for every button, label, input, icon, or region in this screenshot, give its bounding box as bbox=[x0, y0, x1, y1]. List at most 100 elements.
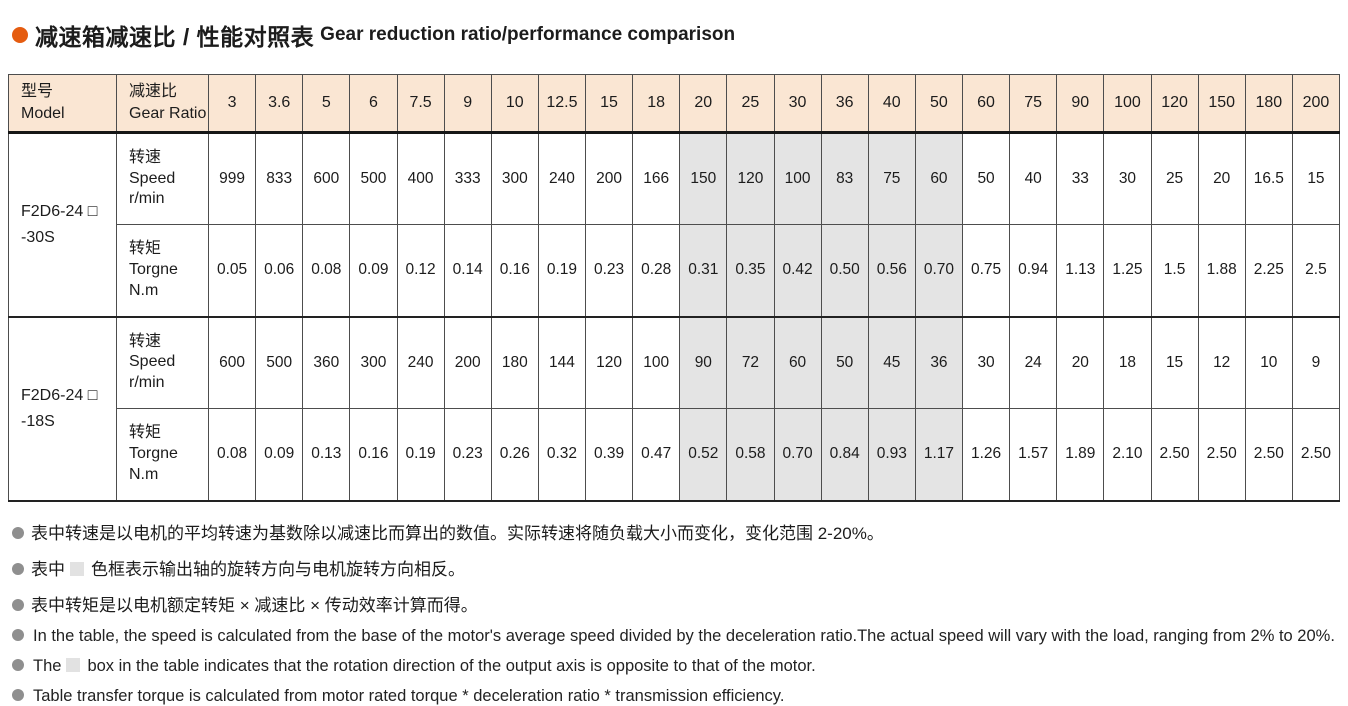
torque-cell: 0.14 bbox=[443, 224, 492, 317]
speed-cell: 333 bbox=[443, 132, 492, 225]
table-header-row: 型号 Model 减速比 Gear Ratio 3 3.6 5 6 7.5 9 10 12.5… bbox=[8, 74, 1341, 134]
speed-cell: 400 bbox=[396, 132, 445, 225]
ratio-header-180: 180 bbox=[1244, 74, 1293, 134]
speed-cell: 200 bbox=[584, 132, 634, 225]
torque-cell: 0.16 bbox=[349, 408, 398, 501]
speed-cell: 120 bbox=[726, 132, 775, 225]
speed-cell: 166 bbox=[632, 132, 681, 225]
ratio-header-en: Gear Ratio bbox=[129, 105, 207, 122]
speed-cell: 20 bbox=[1197, 132, 1246, 225]
model-name-line2: -30S bbox=[21, 228, 55, 246]
torque-label-zh: 转矩 bbox=[129, 240, 162, 258]
note-item: The box in the table indicates that the r… bbox=[12, 657, 1340, 676]
model-cell: F2D6-24 □ -30S bbox=[8, 132, 117, 317]
torque-cell: 0.47 bbox=[632, 408, 681, 501]
ratio-header-36: 36 bbox=[820, 74, 869, 134]
torque-cell: 2.25 bbox=[1244, 224, 1293, 317]
page-title: 减速箱减速比 / 性能对照表 Gear reduction ratio/perf… bbox=[12, 18, 1340, 52]
ratio-header-6: 6 bbox=[349, 74, 398, 134]
speed-cell: 30 bbox=[1103, 132, 1152, 225]
speed-label-en: Speed bbox=[129, 353, 176, 371]
ratio-header-60: 60 bbox=[961, 74, 1011, 134]
table-body: F2D6-24 □ -30S 转速 Speed r/min 999 833 600 500 400… bbox=[8, 132, 1341, 501]
ratio-header-120: 120 bbox=[1150, 74, 1199, 134]
torque-cell: 0.42 bbox=[773, 224, 822, 317]
speed-cell: 25 bbox=[1150, 132, 1199, 225]
torque-cell: 0.70 bbox=[773, 408, 822, 501]
torque-cell: 1.25 bbox=[1103, 224, 1152, 317]
torque-cell: 0.75 bbox=[961, 224, 1011, 317]
orange-bullet-icon bbox=[12, 27, 28, 43]
torque-cell: 0.32 bbox=[537, 408, 587, 501]
speed-cell: 144 bbox=[537, 315, 587, 409]
speed-cell: 120 bbox=[584, 315, 634, 409]
speed-cell: 300 bbox=[490, 132, 539, 225]
gear-ratio-performance-table: 型号 Model 减速比 Gear Ratio 3 3.6 5 6 7.5 9 10 12.5… bbox=[8, 74, 1341, 502]
note-bullet-icon bbox=[12, 526, 24, 539]
torque-label-en: Torgne bbox=[129, 444, 178, 462]
torque-cell: 2.50 bbox=[1244, 408, 1293, 501]
ratio-header-12.5: 12.5 bbox=[537, 74, 587, 134]
ratio-header-90: 90 bbox=[1056, 74, 1105, 134]
speed-cell: 18 bbox=[1103, 315, 1152, 409]
gear-ratio-column-header: 减速比 Gear Ratio bbox=[116, 74, 209, 134]
torque-cell: 0.19 bbox=[396, 408, 445, 501]
note-bullet-icon bbox=[12, 688, 24, 701]
speed-cell: 833 bbox=[255, 132, 304, 225]
speed-cell: 83 bbox=[820, 132, 869, 225]
torque-cell: 0.28 bbox=[632, 224, 681, 317]
speed-cell: 240 bbox=[537, 132, 587, 225]
speed-cell: 16.5 bbox=[1244, 132, 1293, 225]
torque-cell: 0.70 bbox=[914, 224, 964, 317]
footnotes: 表中转速是以电机的平均转速为基数除以减速比而算出的数值。实际转速将随负载大小而变… bbox=[12, 519, 1340, 706]
torque-cell: 1.5 bbox=[1150, 224, 1199, 317]
model-column-header: 型号 Model bbox=[8, 74, 117, 134]
ratio-header-75: 75 bbox=[1009, 74, 1058, 134]
torque-cell: 0.09 bbox=[255, 408, 304, 501]
torque-cell: 0.16 bbox=[490, 224, 539, 317]
speed-row: F2D6-24 □ -30S 转速 Speed r/min 999 833 600 500 400… bbox=[8, 132, 1341, 317]
torque-cell: 0.35 bbox=[726, 224, 775, 317]
model-name-line1: F2D6-24 □ bbox=[21, 203, 98, 221]
ratio-header-100: 100 bbox=[1103, 74, 1152, 134]
model-cell: F2D6-24 □ -18S bbox=[8, 315, 117, 501]
ratio-header-15: 15 bbox=[584, 74, 634, 134]
ratio-header-3.6: 3.6 bbox=[255, 74, 304, 134]
gray-box-icon bbox=[70, 561, 84, 576]
torque-cell: 0.12 bbox=[396, 224, 445, 317]
page-title-en: Gear reduction ratio/performance compari… bbox=[320, 24, 736, 45]
torque-cell: 0.58 bbox=[726, 408, 775, 501]
speed-cell: 40 bbox=[1009, 132, 1058, 225]
ratio-header-30: 30 bbox=[773, 74, 822, 134]
speed-cell: 75 bbox=[867, 132, 916, 225]
speed-cell: 999 bbox=[207, 132, 257, 225]
torque-cell: 1.13 bbox=[1056, 224, 1105, 317]
note-item: In the table, the speed is calculated fr… bbox=[12, 627, 1340, 646]
torque-cell: 2.50 bbox=[1197, 408, 1246, 501]
torque-cell: 0.19 bbox=[537, 224, 587, 317]
speed-label-en: Speed bbox=[129, 169, 176, 187]
torque-cell: 0.94 bbox=[1009, 224, 1058, 317]
speed-cell: 12 bbox=[1197, 315, 1246, 409]
note-bullet-icon bbox=[12, 598, 24, 611]
speed-cell: 24 bbox=[1009, 315, 1058, 409]
torque-cell: 0.50 bbox=[820, 224, 869, 317]
speed-cell: 300 bbox=[349, 315, 398, 409]
note-item: 表中 色框表示输出轴的旋转方向与电机旋转方向相反。 bbox=[12, 555, 1340, 580]
note-item: 表中转速是以电机的平均转速为基数除以减速比而算出的数值。实际转速将随负载大小而变… bbox=[12, 519, 1340, 544]
speed-row: F2D6-24 □ -18S 转速 Speed r/min 600 500 360 300 240… bbox=[8, 315, 1341, 501]
torque-cell: 0.05 bbox=[207, 224, 257, 317]
note-text: In the table, the speed is calculated fr… bbox=[33, 626, 1335, 645]
model-header-zh: 型号 bbox=[21, 83, 54, 101]
torque-row: 转矩 Torgne N.m 0.08 0.09 0.13 0.16 0.19 0.23 0.26 0… bbox=[9, 408, 1341, 501]
speed-cell: 100 bbox=[632, 315, 681, 409]
torque-cell: 2.5 bbox=[1291, 224, 1341, 317]
torque-cell: 0.09 bbox=[349, 224, 398, 317]
speed-cell: 500 bbox=[349, 132, 398, 225]
speed-cell: 33 bbox=[1056, 132, 1105, 225]
torque-cell: 0.93 bbox=[867, 408, 916, 501]
note-text: Table transfer torque is calculated from… bbox=[33, 686, 785, 705]
speed-cell: 600 bbox=[207, 315, 257, 409]
speed-cell: 45 bbox=[867, 315, 916, 409]
